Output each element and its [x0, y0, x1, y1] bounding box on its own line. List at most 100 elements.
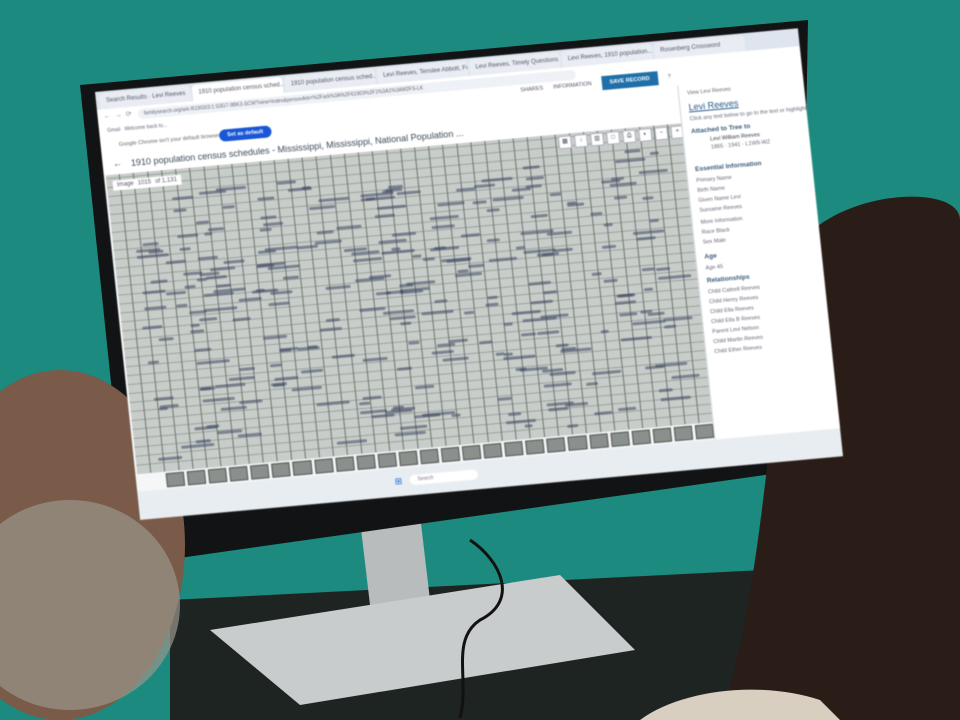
information-button[interactable]: INFORMATION: [553, 81, 592, 91]
thumbnail[interactable]: [165, 471, 186, 488]
handwriting-stroke: [600, 329, 609, 334]
census-image-viewer[interactable]: Image 1015 of 1,131 ▦ ↓ ▥ □ ⎙ ◐ − +: [105, 123, 713, 474]
field[interactable]: Child Martin Reeves: [713, 334, 764, 346]
handwriting-stroke: [385, 290, 404, 295]
handwriting-stroke: [319, 327, 343, 333]
adjust-icon[interactable]: ◐: [638, 127, 653, 143]
handwriting-stroke: [256, 196, 275, 201]
handwriting-stroke: [642, 267, 656, 272]
thumbnail[interactable]: [398, 450, 419, 467]
handwriting-stroke: [497, 396, 512, 401]
handwriting-stroke: [297, 346, 320, 352]
handwriting-stroke: [257, 248, 276, 254]
image-number-input[interactable]: 1015: [137, 179, 152, 187]
thumbnail[interactable]: [525, 439, 546, 455]
thumbnail[interactable]: [186, 469, 207, 486]
handwriting-stroke: [566, 202, 585, 208]
thumbnail[interactable]: [461, 444, 482, 461]
help-icon[interactable]: ?: [667, 73, 672, 81]
handwriting-stroke: [279, 348, 292, 353]
download-icon[interactable]: ↓: [573, 133, 589, 148]
field[interactable]: Child Ether Reeves: [714, 344, 763, 356]
nav-buttons-icon[interactable]: ←→⟳: [103, 110, 137, 121]
field[interactable]: Parent Levi Nelson: [711, 325, 760, 336]
handwriting-stroke: [618, 293, 634, 299]
back-arrow-icon[interactable]: ←: [112, 157, 123, 169]
thumbnail[interactable]: [356, 454, 376, 471]
handwriting-stroke: [221, 406, 247, 412]
thumbnail[interactable]: [588, 433, 609, 449]
thumbnail[interactable]: [377, 452, 397, 469]
grid-icon[interactable]: ▦: [557, 135, 573, 150]
handwriting-stroke: [431, 349, 454, 355]
handwriting-stroke: [520, 331, 536, 337]
handwriting-stroke: [207, 226, 225, 232]
field: Primary Name: [696, 174, 732, 185]
handwriting-stroke: [198, 317, 218, 322]
handwriting-stroke: [394, 430, 427, 437]
field[interactable]: Child Ella B Reeves: [710, 315, 761, 326]
zoom-out-icon[interactable]: −: [654, 126, 669, 141]
handwriting-stroke: [238, 297, 262, 303]
fullscreen-icon[interactable]: □: [606, 130, 621, 146]
shares-button[interactable]: SHARES: [520, 85, 544, 94]
field[interactable]: Child Cattrell Reeves: [707, 284, 761, 296]
handwriting-stroke: [613, 195, 627, 200]
field[interactable]: Child Ella Reeves: [709, 305, 755, 316]
person-name[interactable]: Levi Reeves: [688, 98, 739, 113]
handwriting-stroke: [228, 375, 256, 382]
thumbnail[interactable]: [567, 435, 588, 451]
handwriting-stroke: [525, 175, 545, 181]
handwriting-stroke: [664, 324, 677, 329]
windows-start-icon[interactable]: ⊞: [394, 476, 403, 487]
handwriting-stroke: [332, 353, 356, 359]
field: Given Name Levi: [698, 194, 742, 205]
thumbnail[interactable]: [440, 446, 461, 463]
handwriting-stroke: [190, 329, 205, 334]
handwriting-stroke: [296, 244, 319, 250]
field[interactable]: Child Henry Reeves: [708, 295, 759, 306]
thumbnail[interactable]: [673, 425, 694, 442]
handwriting-stroke: [238, 366, 255, 372]
handwriting-stroke: [590, 211, 603, 216]
print-icon[interactable]: ⎙: [622, 129, 637, 144]
thumbnail[interactable]: [546, 437, 567, 453]
bookmark[interactable]: Welcome back to...: [124, 122, 168, 133]
handwriting-stroke: [291, 385, 322, 392]
thumbnail[interactable]: [292, 460, 313, 476]
layout-icon[interactable]: ▥: [589, 132, 605, 147]
thumbnail[interactable]: [419, 448, 440, 465]
thumbnail[interactable]: [652, 427, 673, 444]
thumbnail[interactable]: [229, 465, 249, 482]
person-left-beard: [0, 500, 180, 710]
thumbnail[interactable]: [631, 429, 651, 446]
field: Surname Reeves: [699, 204, 743, 214]
handwriting-stroke: [456, 187, 476, 193]
handwriting-stroke: [647, 312, 665, 317]
handwriting-stroke: [194, 347, 212, 353]
thumbnail[interactable]: [250, 464, 270, 480]
panel-back-link[interactable]: View Levi Reeves: [686, 86, 732, 97]
taskbar-search[interactable]: Search: [409, 469, 479, 486]
thumbnail[interactable]: [610, 431, 630, 447]
thumbnail[interactable]: [504, 441, 524, 457]
bookmark[interactable]: Gmail: [106, 126, 121, 135]
thumbnail[interactable]: [483, 442, 503, 459]
handwriting-stroke: [216, 283, 231, 289]
set-default-button[interactable]: Set as default: [218, 125, 272, 142]
thumbnail[interactable]: [271, 462, 292, 478]
section-heading: Relationships: [706, 273, 751, 285]
handwriting-stroke: [259, 215, 277, 220]
handwriting-stroke: [269, 363, 283, 368]
handwriting-stroke: [325, 284, 352, 291]
section-heading: Age: [704, 252, 718, 261]
handwriting-stroke: [503, 321, 514, 326]
thumbnail[interactable]: [694, 423, 715, 440]
thumbnail[interactable]: [334, 456, 355, 472]
handwriting-stroke: [314, 238, 343, 245]
thumbnail[interactable]: [313, 458, 334, 474]
thumbnail[interactable]: [207, 467, 228, 484]
handwriting-stroke: [642, 196, 654, 201]
handwriting-stroke: [528, 280, 552, 286]
image-total: of 1,131: [154, 177, 178, 185]
